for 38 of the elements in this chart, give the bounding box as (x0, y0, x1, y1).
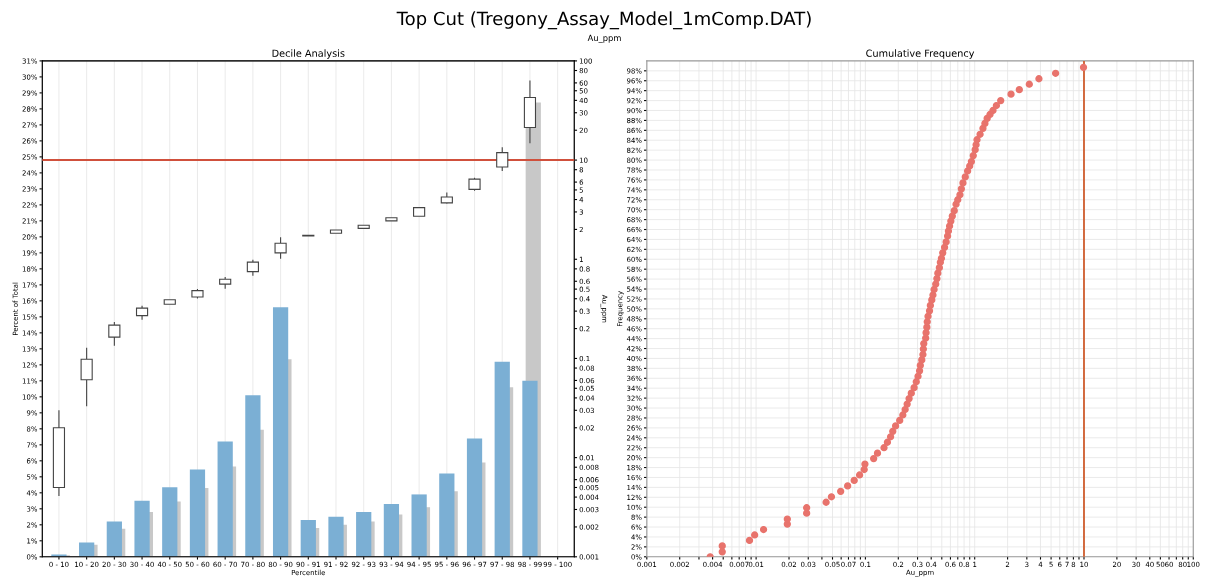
bar (189, 469, 206, 557)
candlestick (385, 217, 398, 222)
bar (300, 520, 316, 557)
candlestick (52, 409, 66, 497)
bar (466, 438, 483, 557)
candlestick (163, 299, 176, 305)
bar (439, 473, 455, 557)
candlestick (80, 347, 93, 407)
candlestick (108, 321, 121, 347)
candlestick (135, 305, 149, 321)
candlestick (468, 177, 481, 192)
chart-title: Decile Analysis (272, 49, 345, 59)
bar (162, 487, 178, 557)
candlestick (219, 276, 232, 290)
bar (356, 512, 372, 557)
bar (245, 395, 261, 557)
candlestick (274, 236, 287, 260)
candlestick (413, 207, 426, 217)
candlestick (191, 288, 204, 300)
text: Top Cut (Tregony_Assay_Model_1mComp.DAT) (396, 11, 811, 30)
candlestick (302, 234, 315, 237)
candlestick (246, 259, 259, 277)
candlestick (496, 146, 509, 172)
bar (411, 494, 427, 557)
bar (217, 441, 233, 557)
bar (134, 500, 150, 557)
text: Au_ppm (587, 34, 621, 43)
bar (383, 504, 400, 557)
chart-title: Cumulative Frequency (866, 49, 975, 59)
bar (272, 307, 289, 557)
bar (106, 521, 122, 557)
bar (494, 361, 510, 557)
bar (522, 380, 538, 557)
candlestick (329, 229, 343, 234)
candlestick (523, 79, 537, 144)
bar (328, 516, 344, 557)
candlestick (440, 191, 453, 205)
candlestick (357, 224, 370, 229)
